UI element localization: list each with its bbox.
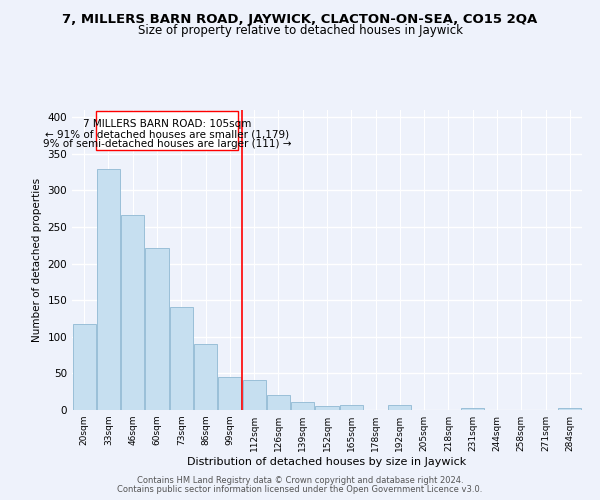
Text: Size of property relative to detached houses in Jaywick: Size of property relative to detached ho… <box>137 24 463 37</box>
X-axis label: Distribution of detached houses by size in Jaywick: Distribution of detached houses by size … <box>187 457 467 467</box>
Bar <box>461 408 484 410</box>
FancyBboxPatch shape <box>96 112 238 150</box>
Text: 9% of semi-detached houses are larger (111) →: 9% of semi-detached houses are larger (1… <box>43 140 291 149</box>
Bar <box>145 248 169 410</box>
Bar <box>194 344 217 410</box>
Text: 7 MILLERS BARN ROAD: 105sqm: 7 MILLERS BARN ROAD: 105sqm <box>83 119 251 129</box>
Bar <box>291 402 314 410</box>
Bar <box>242 380 266 410</box>
Bar <box>388 405 412 410</box>
Bar <box>97 168 120 410</box>
Bar <box>73 324 95 410</box>
Bar <box>218 377 241 410</box>
Bar <box>170 307 193 410</box>
Bar <box>559 408 581 410</box>
Bar <box>316 406 338 410</box>
Bar <box>267 396 290 410</box>
Text: Contains public sector information licensed under the Open Government Licence v3: Contains public sector information licen… <box>118 485 482 494</box>
Text: 7, MILLERS BARN ROAD, JAYWICK, CLACTON-ON-SEA, CO15 2QA: 7, MILLERS BARN ROAD, JAYWICK, CLACTON-O… <box>62 12 538 26</box>
Y-axis label: Number of detached properties: Number of detached properties <box>32 178 42 342</box>
Text: ← 91% of detached houses are smaller (1,179): ← 91% of detached houses are smaller (1,… <box>45 129 289 139</box>
Bar <box>121 214 144 410</box>
Bar <box>340 405 363 410</box>
Text: Contains HM Land Registry data © Crown copyright and database right 2024.: Contains HM Land Registry data © Crown c… <box>137 476 463 485</box>
